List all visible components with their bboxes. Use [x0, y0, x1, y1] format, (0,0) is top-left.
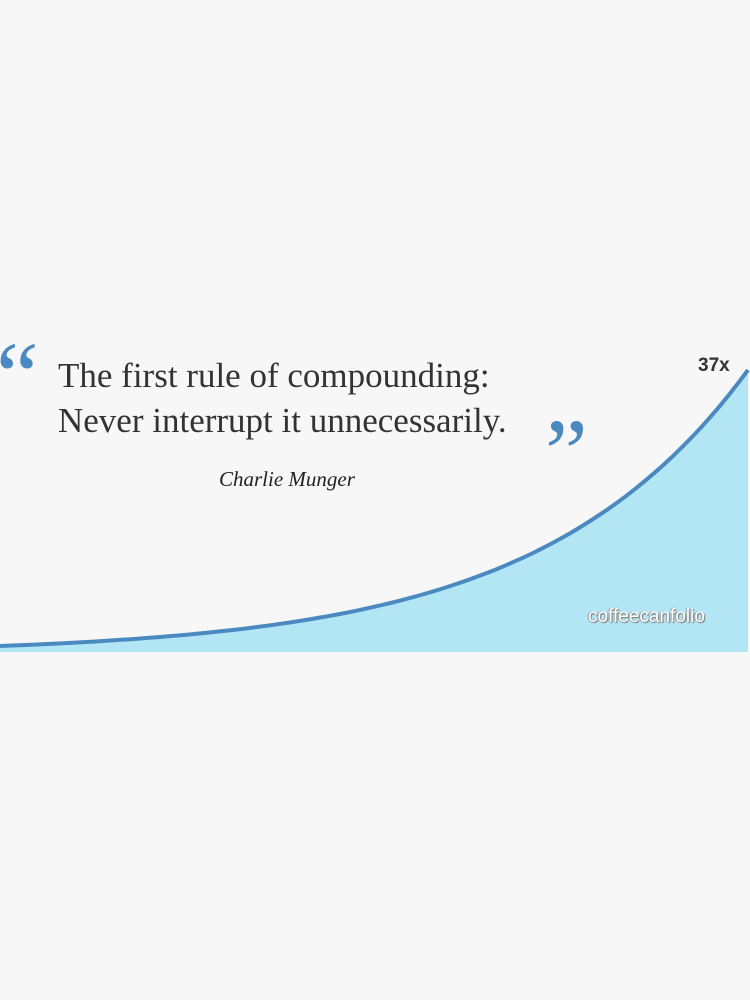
- quote-line-2: Never interrupt it unnecessarily.: [58, 401, 507, 440]
- watermark: coffeecanfolio: [588, 606, 705, 627]
- growth-multiplier-label: 37x: [698, 355, 730, 376]
- exponential-curve-line: [0, 368, 750, 648]
- quote-line-1: The first rule of compounding:: [58, 356, 490, 395]
- quote-author: Charlie Munger: [219, 467, 355, 491]
- curve-area-fill: [0, 370, 748, 652]
- close-quote-mark: ”: [545, 399, 588, 506]
- open-quote-mark: “: [0, 322, 39, 429]
